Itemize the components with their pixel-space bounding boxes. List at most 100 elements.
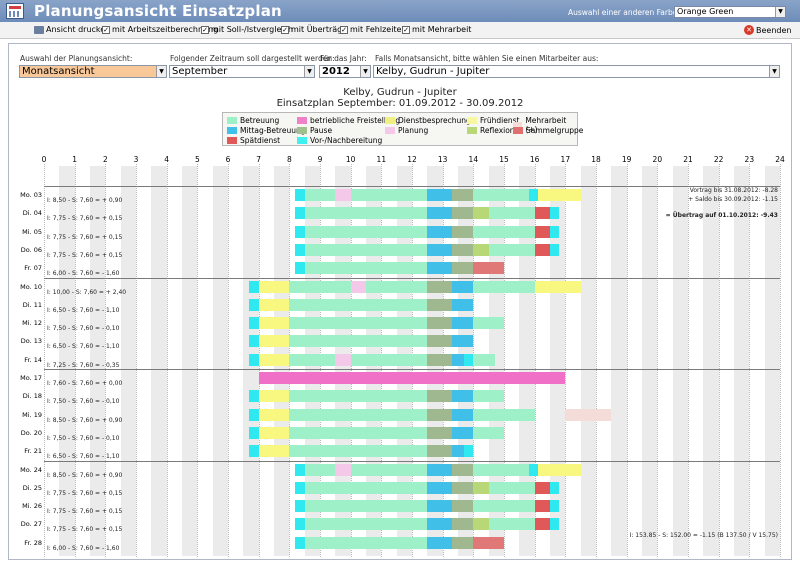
shift-segment-frueh[interactable] [258, 335, 290, 348]
shift-segment-frueh[interactable] [258, 353, 290, 366]
shift-segment-betreuung[interactable] [366, 280, 428, 293]
shift-segment-pause[interactable] [427, 280, 452, 293]
shift-segment-betreuung[interactable] [304, 500, 428, 513]
shift-segment-vor[interactable] [295, 500, 305, 513]
shift-segment-vor[interactable] [295, 243, 305, 256]
option-fehlzeiten[interactable]: ✓ mit Fehlzeiten [340, 25, 407, 34]
chevron-down-icon[interactable]: ▼ [769, 66, 779, 77]
shift-segment-pause[interactable] [427, 426, 452, 439]
shift-segment-vor[interactable] [249, 298, 259, 311]
shift-segment-betreuung[interactable] [488, 207, 535, 220]
shift-segment-vor[interactable] [295, 262, 305, 275]
shift-segment-pause[interactable] [451, 262, 474, 275]
shift-segment-vor[interactable] [528, 463, 538, 476]
shift-segment-spaet[interactable] [534, 225, 550, 238]
shift-segment-spaet[interactable] [534, 481, 550, 494]
shift-segment-betreuung[interactable] [289, 280, 351, 293]
shift-segment-frueh[interactable] [258, 317, 290, 330]
shift-segment-mittag[interactable] [451, 445, 465, 458]
shift-segment-mittag[interactable] [427, 189, 452, 201]
shift-segment-mittag[interactable] [427, 262, 452, 275]
employee-select[interactable]: Kelby, Gudrun - Jupiter ▼ [373, 65, 780, 78]
shift-segment-pause[interactable] [427, 390, 452, 403]
shift-segment-pause[interactable] [427, 317, 452, 330]
shift-segment-mittag[interactable] [451, 390, 474, 403]
shift-segment-vor[interactable] [249, 408, 259, 421]
shift-segment-mittag[interactable] [451, 408, 474, 421]
shift-segment-frueh[interactable] [258, 426, 290, 439]
shift-segment-betreuung[interactable] [289, 426, 428, 439]
shift-segment-vor[interactable] [295, 189, 305, 201]
shift-segment-betreuung[interactable] [304, 207, 428, 220]
shift-segment-vor[interactable] [249, 353, 259, 366]
checkbox-icon[interactable]: ✓ [402, 25, 410, 34]
shift-segment-betreuung[interactable] [488, 518, 535, 531]
checkbox-icon[interactable]: ✓ [102, 25, 110, 34]
shift-segment-betreuung[interactable] [473, 408, 535, 421]
shift-segment-pause[interactable] [427, 298, 452, 311]
view-select[interactable]: Monatsansicht ▼ [19, 65, 167, 78]
shift-segment-betreuung[interactable] [289, 335, 428, 348]
option-uebertraege[interactable]: ✓ mit Überträge [281, 25, 347, 34]
shift-segment-betreuung[interactable] [473, 189, 529, 201]
shift-segment-betreuung[interactable] [289, 298, 428, 311]
shift-segment-spaet[interactable] [534, 500, 550, 513]
shift-segment-spaet[interactable] [534, 518, 550, 531]
shift-segment-planung[interactable] [350, 280, 366, 293]
shift-segment-betreuung[interactable] [289, 445, 428, 458]
shift-segment-vor[interactable] [249, 280, 259, 293]
shift-segment-pause[interactable] [451, 207, 474, 220]
shift-segment-pause[interactable] [451, 463, 474, 476]
shift-segment-pause[interactable] [451, 189, 474, 201]
shift-segment-betreuung[interactable] [350, 189, 428, 201]
shift-segment-betreuung[interactable] [304, 481, 428, 494]
shift-segment-mittag[interactable] [451, 353, 465, 366]
chevron-down-icon[interactable]: ▼ [304, 66, 314, 77]
option-arbeitszeit[interactable]: ✓ mit Arbeitszeitberechnung [102, 25, 218, 34]
shift-segment-sammel[interactable] [473, 536, 504, 549]
shift-segment-mittag[interactable] [427, 243, 452, 256]
shift-segment-planung[interactable] [335, 353, 351, 366]
shift-segment-betreuung[interactable] [473, 463, 529, 476]
shift-segment-vor[interactable] [550, 481, 560, 494]
shift-segment-pause[interactable] [427, 335, 452, 348]
shift-segment-vor[interactable] [550, 225, 560, 238]
shift-segment-betreuung[interactable] [289, 317, 428, 330]
shift-segment-vor[interactable] [550, 207, 560, 220]
shift-segment-vor[interactable] [295, 536, 305, 549]
shift-segment-pause[interactable] [427, 408, 452, 421]
shift-segment-reflexion[interactable] [473, 518, 489, 531]
shift-segment-pause[interactable] [427, 353, 452, 366]
shift-segment-planung[interactable] [335, 463, 351, 476]
shift-segment-planung[interactable] [335, 189, 351, 201]
checkbox-icon[interactable]: ✓ [340, 25, 348, 34]
shift-segment-betreuung[interactable] [304, 243, 428, 256]
exit-button[interactable]: ✕ Beenden [744, 25, 791, 35]
shift-segment-vor[interactable] [249, 426, 259, 439]
shift-segment-pause[interactable] [451, 518, 474, 531]
shift-segment-mittag[interactable] [451, 280, 474, 293]
shift-segment-betreuung[interactable] [473, 280, 535, 293]
shift-segment-mehr[interactable] [565, 408, 612, 421]
shift-segment-frueh[interactable] [258, 280, 290, 293]
shift-segment-betreuung[interactable] [304, 463, 336, 476]
shift-segment-mittag[interactable] [427, 518, 452, 531]
shift-segment-reflexion[interactable] [473, 481, 489, 494]
period-select[interactable]: September ▼ [169, 65, 315, 78]
shift-segment-betreuung[interactable] [473, 390, 504, 403]
shift-segment-vor[interactable] [249, 390, 259, 403]
chevron-down-icon[interactable]: ▼ [775, 7, 785, 17]
shift-segment-mittag[interactable] [451, 335, 474, 348]
shift-segment-mittag[interactable] [451, 317, 474, 330]
shift-segment-pause[interactable] [451, 481, 474, 494]
shift-segment-vor[interactable] [464, 353, 474, 366]
print-button[interactable]: Ansicht drucken [34, 25, 110, 34]
shift-segment-pause[interactable] [451, 536, 474, 549]
shift-segment-betreuung[interactable] [473, 500, 535, 513]
shift-segment-betreuung[interactable] [473, 353, 495, 366]
shift-segment-vor[interactable] [464, 445, 474, 458]
shift-segment-reflexion[interactable] [473, 207, 489, 220]
shift-segment-vor[interactable] [249, 317, 259, 330]
option-soll-ist[interactable]: ✓ mit Soll-/Istvergleich [201, 25, 293, 34]
shift-segment-freist[interactable] [258, 372, 566, 384]
